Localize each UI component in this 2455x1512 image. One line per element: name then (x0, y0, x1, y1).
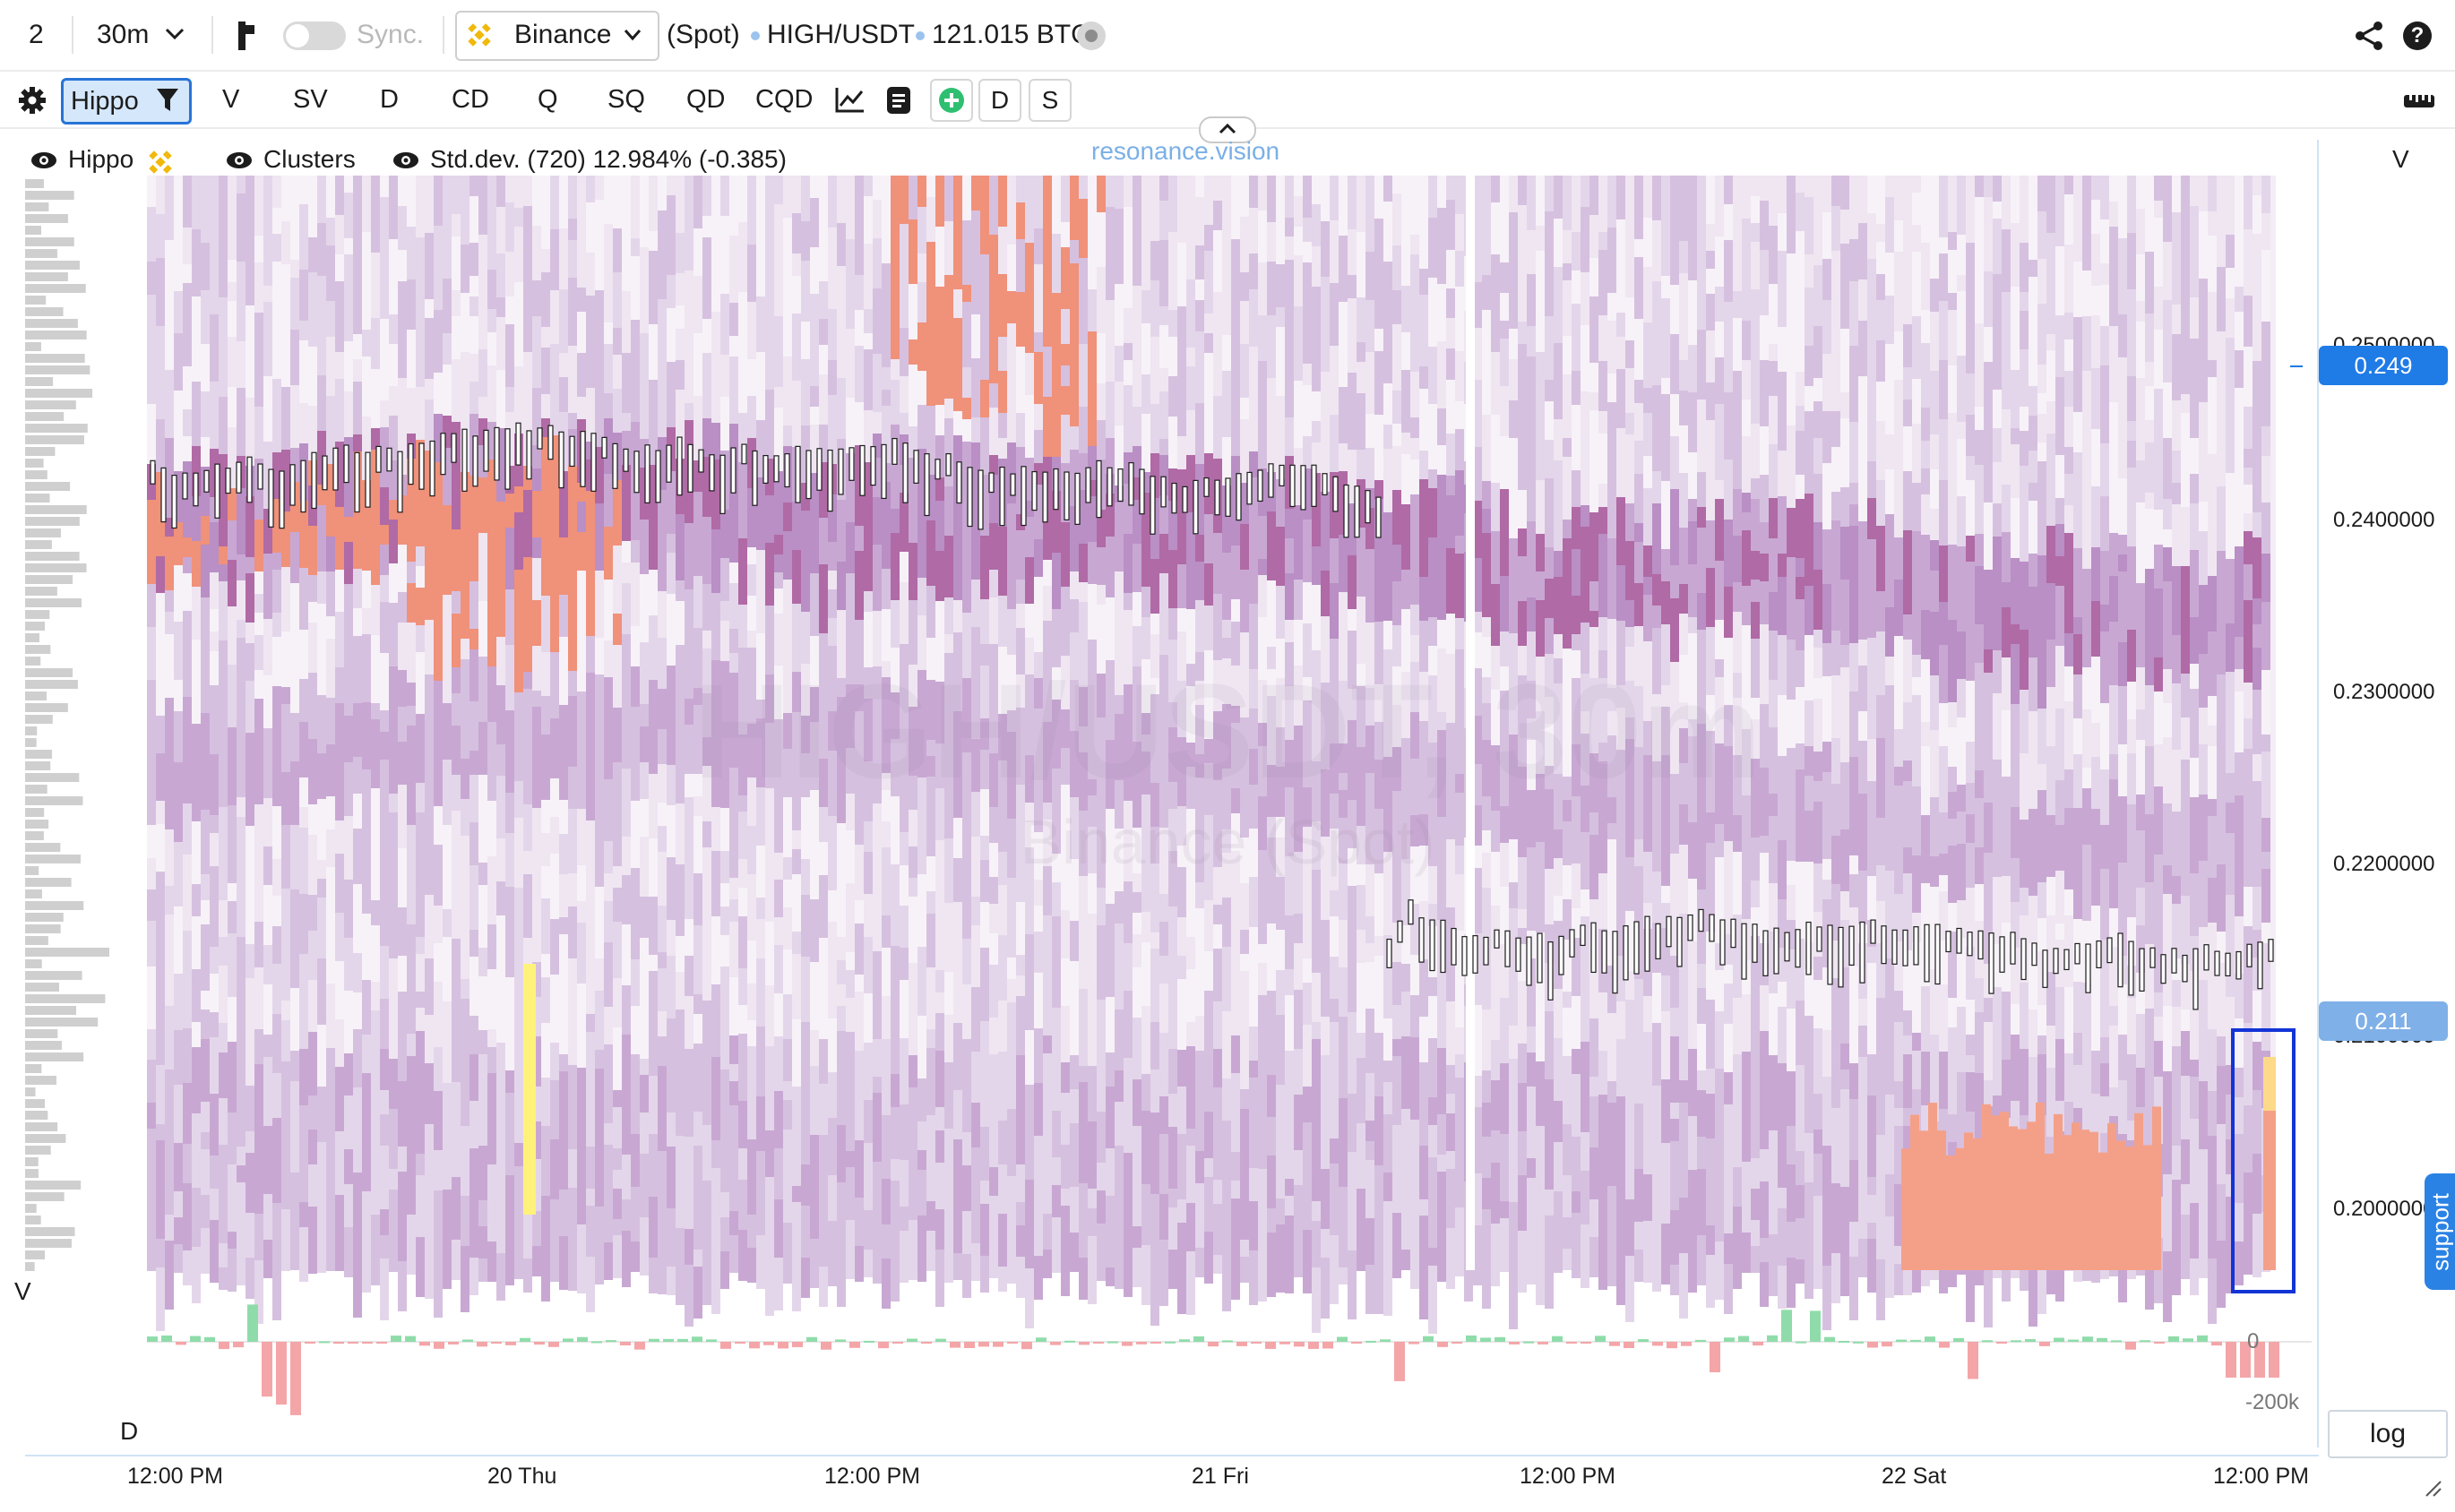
price-marker (2290, 365, 2303, 367)
market-type: (Spot) (667, 20, 740, 49)
eye-icon[interactable] (392, 150, 419, 170)
indicator-d[interactable]: D (380, 85, 399, 114)
axis-d-left: D (120, 1417, 139, 1445)
sync-label: Sync. (357, 20, 425, 49)
time-tick: 20 Thu (487, 1464, 557, 1489)
legend-clusters: Clusters (263, 145, 356, 173)
time-tick: 12:00 PM (1520, 1464, 1616, 1489)
watermark-link: resonance.vision (1091, 137, 1280, 165)
plus-circle-icon (939, 88, 964, 113)
yellow-level (523, 964, 536, 1215)
dot-icon (916, 31, 925, 40)
eye-icon[interactable] (30, 150, 57, 170)
legend-stddev: Std.dev. (720) 12.984% (-0.385) (430, 145, 787, 173)
indicator-qd[interactable]: QD (686, 85, 726, 114)
collapse-toggle[interactable] (1199, 116, 1256, 143)
chevron-up-icon (1219, 124, 1236, 134)
price-tick: 0.2200000 (2333, 852, 2435, 876)
liquidity-heatmap (147, 176, 2276, 1334)
log-scale-button[interactable]: log (2328, 1410, 2448, 1458)
time-tick: 12:00 PM (127, 1464, 224, 1489)
volume-profile (25, 179, 110, 1271)
delta-tick: -200k (2245, 1390, 2300, 1414)
chevron-down-icon[interactable] (165, 27, 185, 41)
binance-logo-icon (468, 23, 491, 47)
binance-logo-icon (149, 150, 172, 174)
bars-icon[interactable] (238, 21, 258, 50)
filter-icon (157, 89, 178, 111)
exchange-name: Binance (514, 20, 612, 49)
indicator-v[interactable]: V (222, 85, 240, 114)
eye-icon[interactable] (226, 150, 253, 170)
top-bar: 2 30m Sync. Binance (Spot) HIGH/USDT 121… (0, 0, 2455, 72)
d-button[interactable]: D (978, 79, 1021, 122)
add-indicator-button[interactable] (930, 79, 973, 122)
gear-icon[interactable] (18, 86, 47, 115)
hippo-label: Hippo (71, 87, 139, 116)
time-tick: 12:00 PM (2213, 1464, 2310, 1489)
time-axis-line (25, 1455, 2319, 1456)
share-icon[interactable] (2355, 21, 2383, 50)
legend-hippo: Hippo (68, 145, 134, 173)
price-tick: 0.2000000 (2333, 1197, 2435, 1221)
indicator-sq[interactable]: SQ (607, 85, 645, 114)
highlight-box (2231, 1028, 2296, 1293)
s-button[interactable]: S (1029, 79, 1072, 122)
exchange-select[interactable] (455, 11, 659, 61)
candles (150, 422, 2274, 1010)
delta-bars (147, 1304, 2312, 1415)
resize-handle-icon[interactable] (2423, 1478, 2442, 1498)
time-tick: 22 Sat (1882, 1464, 1947, 1489)
chevron-down-icon[interactable] (624, 29, 642, 41)
help-icon[interactable]: ? (2403, 21, 2432, 50)
delta-tick-zero: 0 (2247, 1329, 2260, 1353)
status-icon (1077, 21, 1106, 50)
hippo-indicator-button[interactable]: Hippo (61, 78, 192, 125)
chart-canvas[interactable] (0, 134, 2455, 1512)
indicator-cd[interactable]: CD (452, 85, 489, 114)
interval-select[interactable]: 30m (97, 20, 150, 49)
layout-count[interactable]: 2 (29, 20, 44, 49)
support-tab[interactable]: support (2425, 1173, 2455, 1290)
gap-line (1466, 176, 1475, 1270)
dot-icon (751, 31, 760, 40)
divider (211, 16, 213, 54)
chart-area[interactable] (0, 134, 2455, 1512)
document-icon[interactable] (885, 86, 912, 115)
indicator-q[interactable]: Q (538, 85, 558, 114)
price-axis-line (2317, 140, 2319, 1448)
axis-v-left: V (14, 1277, 31, 1305)
axis-v-top: V (2392, 145, 2409, 173)
indicator-sv[interactable]: SV (293, 85, 328, 114)
time-tick: 12:00 PM (824, 1464, 921, 1489)
price-tick: 0.2400000 (2333, 508, 2435, 532)
price-tick: 0.2300000 (2333, 680, 2435, 704)
indicator-cqd[interactable]: CQD (755, 85, 814, 114)
line-chart-icon[interactable] (835, 86, 866, 113)
volume-value: 121.015 BTC (932, 20, 1090, 49)
pair-name[interactable]: HIGH/USDT (767, 20, 915, 49)
ruler-icon[interactable] (2403, 90, 2435, 109)
support-level-top (2263, 1057, 2276, 1111)
watermark-pair: HIGH/USDT, 30m (693, 656, 1762, 806)
sync-toggle[interactable] (283, 21, 346, 50)
divider (443, 16, 444, 54)
price-tag-current: 0.211 (2319, 1001, 2448, 1041)
support-label: support (2426, 1193, 2454, 1271)
time-tick: 21 Fri (1192, 1464, 1249, 1489)
divider (72, 16, 73, 54)
watermark-exchange: Binance (Spot) (1020, 807, 1435, 877)
price-tag-high: 0.249 (2319, 346, 2448, 385)
